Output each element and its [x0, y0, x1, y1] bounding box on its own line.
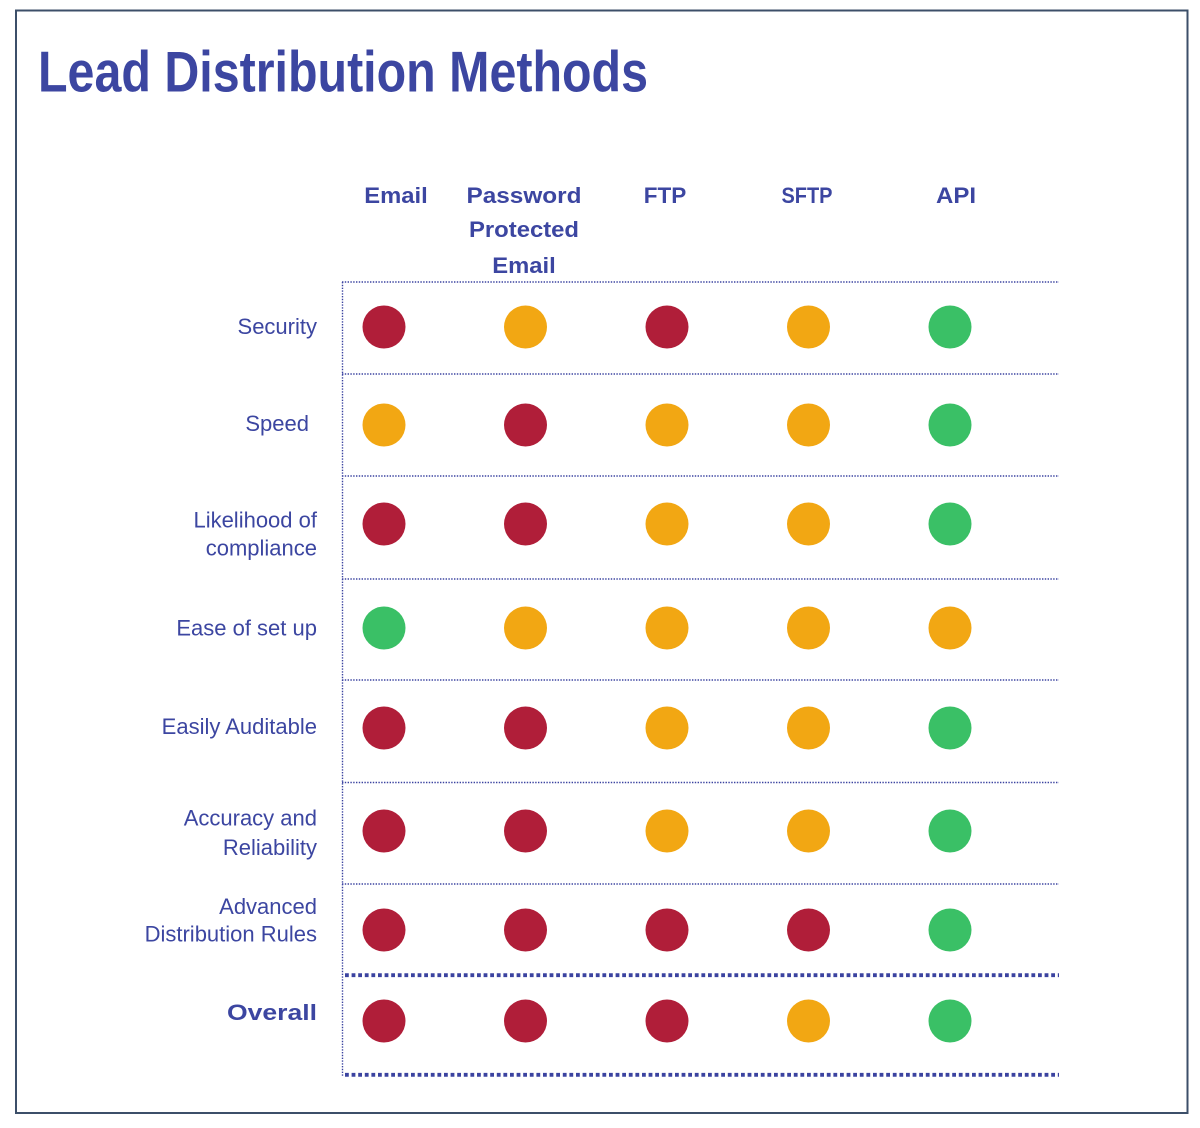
- svg-text:Accuracy and: Accuracy and: [184, 806, 317, 831]
- svg-text:Email: Email: [364, 183, 428, 208]
- svg-text:Security: Security: [238, 314, 317, 339]
- svg-text:Overall: Overall: [227, 1000, 317, 1025]
- svg-text:Reliability: Reliability: [223, 835, 317, 860]
- svg-text:API: API: [936, 183, 976, 208]
- svg-text:SFTP: SFTP: [782, 183, 833, 208]
- svg-text:FTP: FTP: [644, 183, 687, 208]
- svg-text:Ease of set up: Ease of set up: [176, 616, 317, 641]
- svg-text:Speed: Speed: [245, 411, 309, 436]
- svg-text:Protected: Protected: [469, 217, 579, 242]
- svg-text:Lead Distribution Methods: Lead Distribution Methods: [38, 41, 648, 105]
- svg-text:Distribution Rules: Distribution Rules: [145, 922, 317, 947]
- svg-text:Email: Email: [492, 253, 556, 278]
- svg-text:compliance: compliance: [206, 536, 317, 561]
- svg-text:Easily Auditable: Easily Auditable: [162, 714, 317, 739]
- svg-text:Likelihood of: Likelihood of: [193, 508, 317, 533]
- svg-text:Advanced: Advanced: [219, 894, 317, 919]
- svg-text:Password: Password: [467, 183, 582, 208]
